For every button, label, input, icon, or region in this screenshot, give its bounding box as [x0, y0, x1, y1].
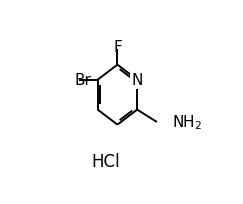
Text: Br: Br — [75, 73, 92, 88]
Text: NH$_2$: NH$_2$ — [172, 113, 202, 131]
Text: N: N — [131, 73, 143, 88]
Text: HCl: HCl — [91, 152, 120, 170]
Text: F: F — [113, 40, 122, 55]
